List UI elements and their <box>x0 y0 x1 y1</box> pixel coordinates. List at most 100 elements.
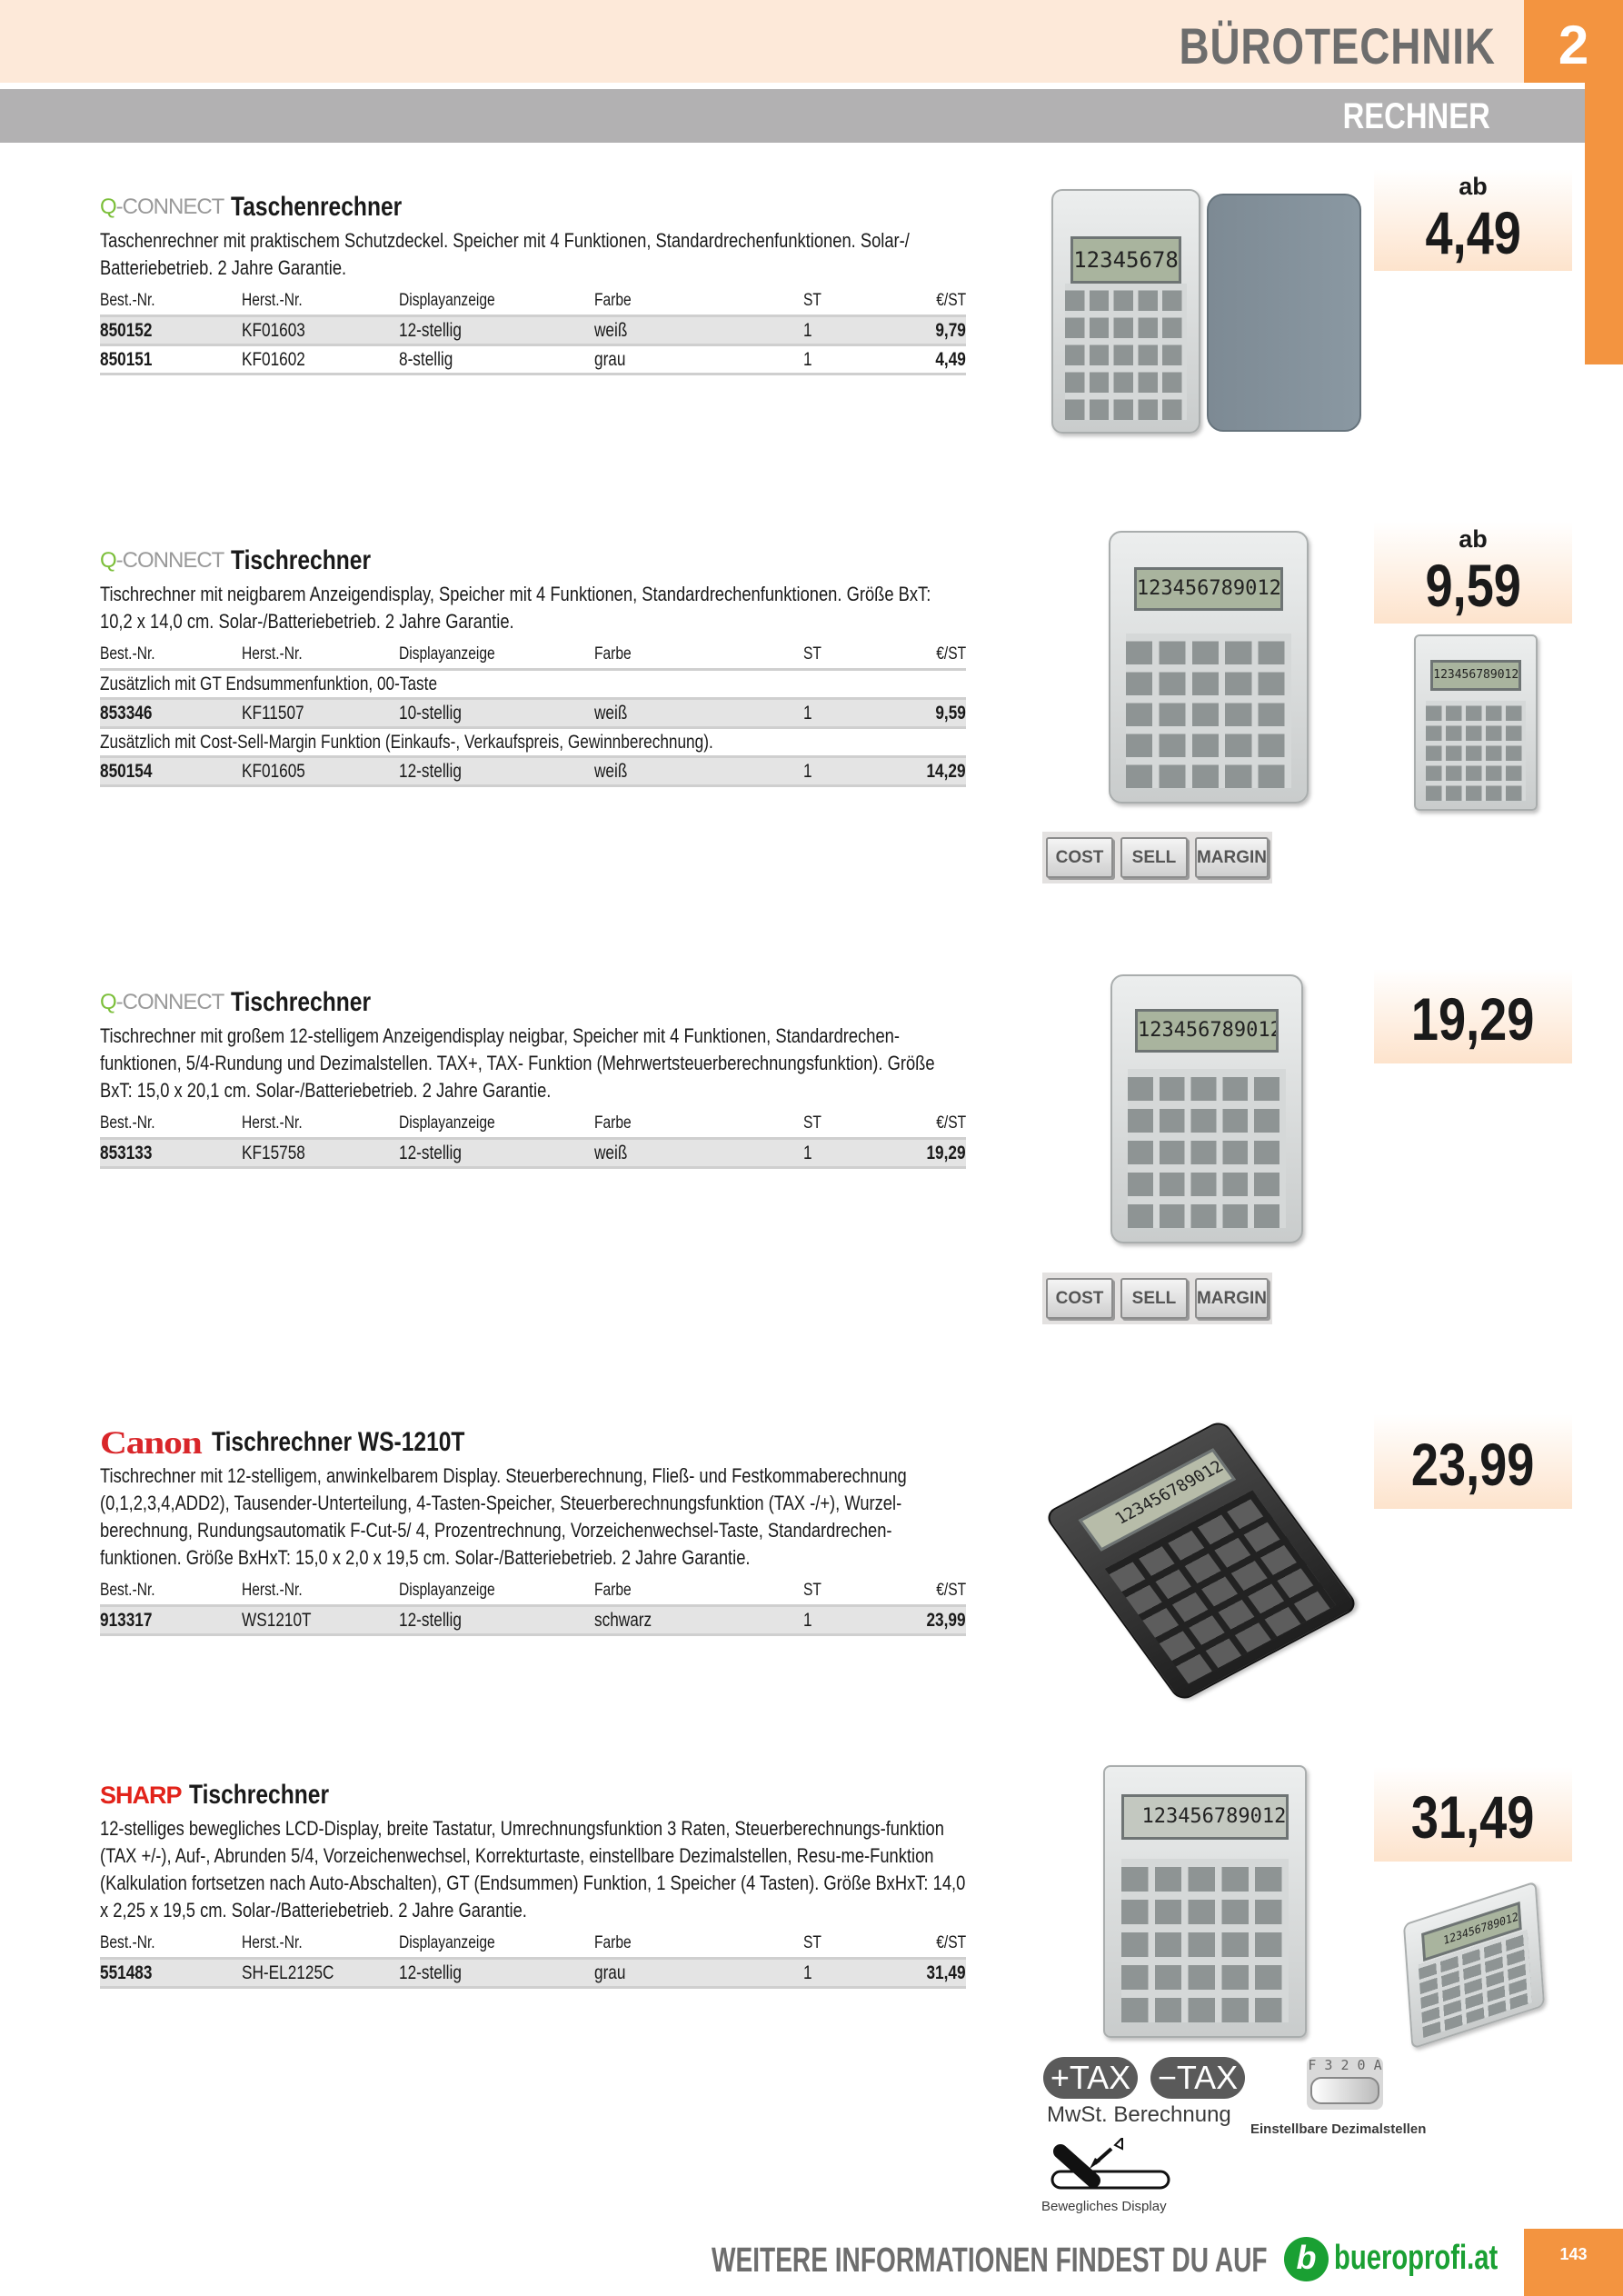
product-section: Q-CONNECT Tischrechner Tischrechner mit … <box>100 984 966 1169</box>
price-prefix: ab <box>1459 173 1488 200</box>
cost-sell-margin-keys: COST SELL MARGIN <box>1042 832 1272 883</box>
product-title: Tischrechner <box>231 987 372 1017</box>
product-table: Best.-Nr. Herst.-Nr. Displayanzeige Farbe ST… <box>100 1577 966 1636</box>
column-header-price: €/ST <box>858 287 966 317</box>
cell-herst: KF15758 <box>242 1138 399 1169</box>
column-header-display: Displayanzeige <box>399 1110 594 1140</box>
cost-key: COST <box>1046 837 1113 878</box>
footer-website-link[interactable]: bueroprofi.at <box>1334 2239 1499 2277</box>
table-header-row: Best.-Nr. Herst.-Nr. Displayanzeige Farbe ST… <box>100 1110 966 1140</box>
column-header-display: Displayanzeige <box>399 1930 594 1960</box>
column-header-st: ST <box>803 641 858 671</box>
product-title-line: Canon Tischrechner WS-1210T <box>100 1424 966 1461</box>
cost-sell-margin-keys: COST SELL MARGIN <box>1042 1273 1272 1324</box>
price-box: ab 4,49 <box>1374 169 1572 271</box>
cell-best: 913317 <box>100 1605 242 1636</box>
product-description: 12-stelliges bewegliches LCD-Display, br… <box>100 1817 966 1922</box>
product-title: Tischrechner <box>188 1780 329 1810</box>
column-header-farbe: Farbe <box>594 1930 803 1960</box>
table-note-row: Zusätzlich mit Cost-Sell-Margin Funktion… <box>100 727 966 758</box>
cell-farbe: grau <box>594 344 803 375</box>
decimal-switch-label: F 3 2 0 A <box>1308 2057 1382 2073</box>
cell-st: 1 <box>803 756 858 787</box>
calculator-lid-image <box>1207 194 1361 432</box>
brand-logo: Canon <box>100 1424 203 1461</box>
category-title: BÜROTECHNIK <box>1179 17 1496 75</box>
bueroprofi-logo-icon: b <box>1284 2237 1329 2281</box>
product-description: Tischrechner mit 12-stelligem, anwinkelb… <box>100 1464 907 1569</box>
cell-farbe: weiß <box>594 698 803 729</box>
product-table: Best.-Nr. Herst.-Nr. Displayanzeige Farbe ST… <box>100 1110 966 1169</box>
table-row[interactable]: 551483 SH-EL2125C 12-stellig grau 1 31,49 <box>100 1958 966 1989</box>
note-text: Zusätzlich mit GT Endsummenfunktion, 00-… <box>100 673 438 694</box>
column-header-st: ST <box>803 287 858 317</box>
column-header-price: €/ST <box>858 641 966 671</box>
product-table: Best.-Nr. Herst.-Nr. Displayanzeige Farbe ST… <box>100 641 966 787</box>
price-value: 9,59 <box>1425 552 1521 619</box>
product-section: Q-CONNECT Tischrechner Tischrechner mit … <box>100 543 966 787</box>
cell-best: 853133 <box>100 1138 242 1169</box>
cell-st: 1 <box>803 315 858 346</box>
table-row[interactable]: 853346 KF11507 10-stellig weiß 1 9,59 <box>100 698 966 729</box>
cell-st: 1 <box>803 1138 858 1169</box>
note-text: Zusätzlich mit Cost-Sell-Margin Funktion… <box>100 731 713 753</box>
product-description: Taschenrechner mit praktischem Schutzdec… <box>100 229 910 279</box>
chapter-number: 2 <box>1524 0 1623 83</box>
price-value: 23,99 <box>1411 1431 1535 1498</box>
decimal-caption: Einstellbare Dezimalstellen <box>1250 2121 1427 2137</box>
product-title: Tischrechner <box>231 545 372 575</box>
calculator-keypad <box>1064 283 1188 420</box>
display-caption: Bewegliches Display <box>1041 2199 1167 2214</box>
cell-display: 12-stellig <box>399 1138 594 1169</box>
column-header-display: Displayanzeige <box>399 641 594 671</box>
calculator-display: 123456789012 <box>1429 660 1522 691</box>
table-row[interactable]: 853133 KF15758 12-stellig weiß 1 19,29 <box>100 1138 966 1169</box>
calculator-keypad <box>1127 1069 1287 1229</box>
column-header-price: €/ST <box>858 1930 966 1960</box>
cell-display: 12-stellig <box>399 1605 594 1636</box>
pocket-calculator-image: 12345678 <box>1051 189 1200 434</box>
column-header-herst: Herst.-Nr. <box>242 641 399 671</box>
cell-st: 1 <box>803 1605 858 1636</box>
product-table: Best.-Nr. Herst.-Nr. Displayanzeige Farbe ST… <box>100 1930 966 1989</box>
header-band <box>0 0 1524 83</box>
product-title-line: SHARP Tischrechner <box>100 1777 966 1813</box>
cell-best: 551483 <box>100 1958 242 1989</box>
table-header-row: Best.-Nr. Herst.-Nr. Displayanzeige Farbe ST… <box>100 287 966 317</box>
tax-minus-badge: −TAX <box>1150 2057 1245 2099</box>
cell-display: 10-stellig <box>399 698 594 729</box>
column-header-display: Displayanzeige <box>399 287 594 317</box>
cell-price: 19,29 <box>858 1138 966 1169</box>
desk-calculator-image: 123456789012 <box>1109 531 1309 804</box>
table-row[interactable]: 850152 KF01603 12-stellig weiß 1 9,79 <box>100 315 966 346</box>
calculator-display: 12345678 <box>1070 236 1181 284</box>
calculator-display: 123456789012 <box>1120 1794 1289 1840</box>
product-description: Tischrechner mit großem 12-stelligem Anz… <box>100 1024 935 1102</box>
column-header-price: €/ST <box>858 1110 966 1140</box>
product-title: Taschenrechner <box>231 192 403 222</box>
table-row[interactable]: 913317 WS1210T 12-stellig schwarz 1 23,99 <box>100 1605 966 1636</box>
column-header-best: Best.-Nr. <box>100 1110 242 1140</box>
table-row[interactable]: 850154 KF01605 12-stellig weiß 1 14,29 <box>100 756 966 787</box>
product-section: Canon Tischrechner WS-1210T Tischrechner… <box>100 1424 966 1636</box>
table-header-row: Best.-Nr. Herst.-Nr. Displayanzeige Farbe ST… <box>100 1577 966 1607</box>
cell-price: 31,49 <box>858 1958 966 1989</box>
column-header-herst: Herst.-Nr. <box>242 1577 399 1607</box>
tax-plus-badge: +TAX <box>1043 2057 1138 2099</box>
cell-display: 12-stellig <box>399 1958 594 1989</box>
column-header-price: €/ST <box>858 1577 966 1607</box>
chapter-tab-strip <box>1585 83 1623 364</box>
cell-farbe: schwarz <box>594 1605 803 1636</box>
cell-farbe: weiß <box>594 315 803 346</box>
product-section: Q-CONNECT Taschenrechner Taschenrechner … <box>100 189 966 375</box>
subheader-band <box>0 89 1585 143</box>
cell-herst: KF11507 <box>242 698 399 729</box>
product-section: SHARP Tischrechner 12-stelliges beweglic… <box>100 1777 966 1989</box>
table-header-row: Best.-Nr. Herst.-Nr. Displayanzeige Farbe ST… <box>100 1930 966 1960</box>
canon-calculator-image: 123456789012 <box>1042 1418 1360 1703</box>
brand-logo: SHARP <box>100 1781 183 1809</box>
desk-calculator-small-image: 123456789012 <box>1414 634 1538 811</box>
cell-price: 4,49 <box>858 344 966 375</box>
cell-best: 853346 <box>100 698 242 729</box>
table-row[interactable]: 850151 KF01602 8-stellig grau 1 4,49 <box>100 344 966 375</box>
